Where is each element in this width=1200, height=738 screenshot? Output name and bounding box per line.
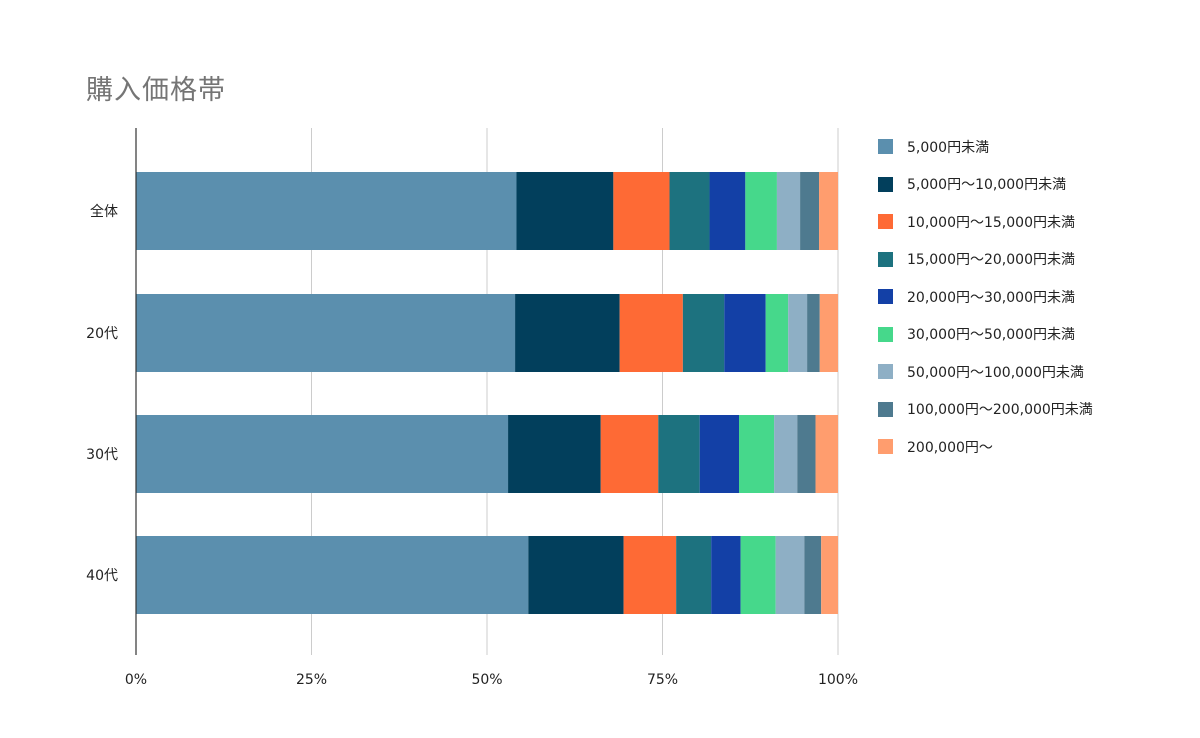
bar-segment	[819, 294, 838, 372]
x-tick-label: 25%	[296, 672, 327, 688]
bar-segment	[745, 172, 777, 250]
legend-label: 30,000円〜50,000円未満	[907, 327, 1075, 344]
legend-swatch	[878, 326, 893, 342]
bar-segment	[676, 536, 712, 614]
legend-item: 5,000円未満	[878, 128, 1093, 166]
legend-item: 5,000円〜10,000円未満	[878, 166, 1093, 204]
legend: 5,000円未満 5,000円〜10,000円未満 10,000円〜15,000円未…	[878, 128, 1093, 466]
bar-segment	[819, 172, 838, 250]
legend-item: 30,000円〜50,000円未満	[878, 316, 1093, 354]
bar-segment	[740, 536, 776, 614]
legend-swatch	[878, 251, 893, 267]
bar-segment	[807, 294, 820, 372]
legend-swatch	[878, 439, 893, 455]
legend-label: 5,000円〜10,000円未満	[907, 177, 1067, 194]
bar-segment	[815, 415, 838, 493]
x-tick-label: 50%	[471, 672, 502, 688]
bar-segment	[516, 172, 614, 250]
legend-label: 100,000円〜200,000円未満	[907, 402, 1093, 419]
legend-label: 15,000円〜20,000円未満	[907, 252, 1075, 269]
bar-segment	[724, 294, 766, 372]
legend-item: 50,000円〜100,000円未満	[878, 353, 1093, 391]
bar-segment	[699, 415, 740, 493]
legend-swatch	[878, 364, 893, 380]
stacked-bar-chart: 全体 20代 30代 40代 0% 25% 50% 75% 100%	[86, 128, 858, 688]
legend-swatch	[878, 289, 893, 305]
legend-item: 15,000円〜20,000円未満	[878, 241, 1093, 279]
legend-item: 100,000円〜200,000円未満	[878, 391, 1093, 429]
bar-segment	[800, 172, 820, 250]
bar-segment	[136, 415, 509, 493]
legend-swatch	[878, 214, 893, 230]
bar-segment	[775, 536, 805, 614]
category-label: 20代	[86, 326, 118, 342]
category-label: 40代	[86, 568, 118, 584]
legend-swatch	[878, 139, 893, 155]
legend-label: 10,000円〜15,000円未満	[907, 214, 1075, 231]
bar-segment	[658, 415, 700, 493]
x-tick-label: 100%	[818, 672, 858, 688]
bar-segment	[508, 415, 601, 493]
bar-segment	[739, 415, 775, 493]
bar-segment	[613, 172, 670, 250]
bar-segment	[797, 415, 816, 493]
chart-title: 購入価格帯	[86, 75, 226, 106]
category-label: 30代	[86, 447, 118, 463]
legend-swatch	[878, 176, 893, 192]
legend-item: 200,000円〜	[878, 428, 1093, 466]
x-tick-label: 75%	[647, 672, 678, 688]
bar-segment	[136, 172, 517, 250]
legend-label: 20,000円〜30,000円未満	[907, 289, 1075, 306]
bar-segment	[776, 172, 801, 250]
bar-segment	[136, 294, 516, 372]
category-label: 全体	[90, 203, 118, 220]
bar-segment	[528, 536, 624, 614]
bar-segment	[623, 536, 677, 614]
bar-segment	[136, 536, 529, 614]
legend-label: 200,000円〜	[907, 439, 993, 456]
bar-segment	[600, 415, 659, 493]
bar-segment	[765, 294, 789, 372]
x-tick-label: 0%	[125, 672, 147, 688]
legend-label: 5,000円未満	[907, 139, 990, 156]
bar-segment	[515, 294, 620, 372]
bar-segment	[804, 536, 822, 614]
bar-segment	[619, 294, 683, 372]
legend-label: 50,000円〜100,000円未満	[907, 364, 1084, 381]
bar-segment	[682, 294, 725, 372]
bar-segment	[709, 172, 746, 250]
bar-segment	[669, 172, 710, 250]
bar-segment	[821, 536, 838, 614]
legend-item: 20,000円〜30,000円未満	[878, 278, 1093, 316]
bar-segment	[711, 536, 741, 614]
bar-segment	[774, 415, 798, 493]
legend-item: 10,000円〜15,000円未満	[878, 203, 1093, 241]
legend-swatch	[878, 401, 893, 417]
bar-segment	[788, 294, 808, 372]
